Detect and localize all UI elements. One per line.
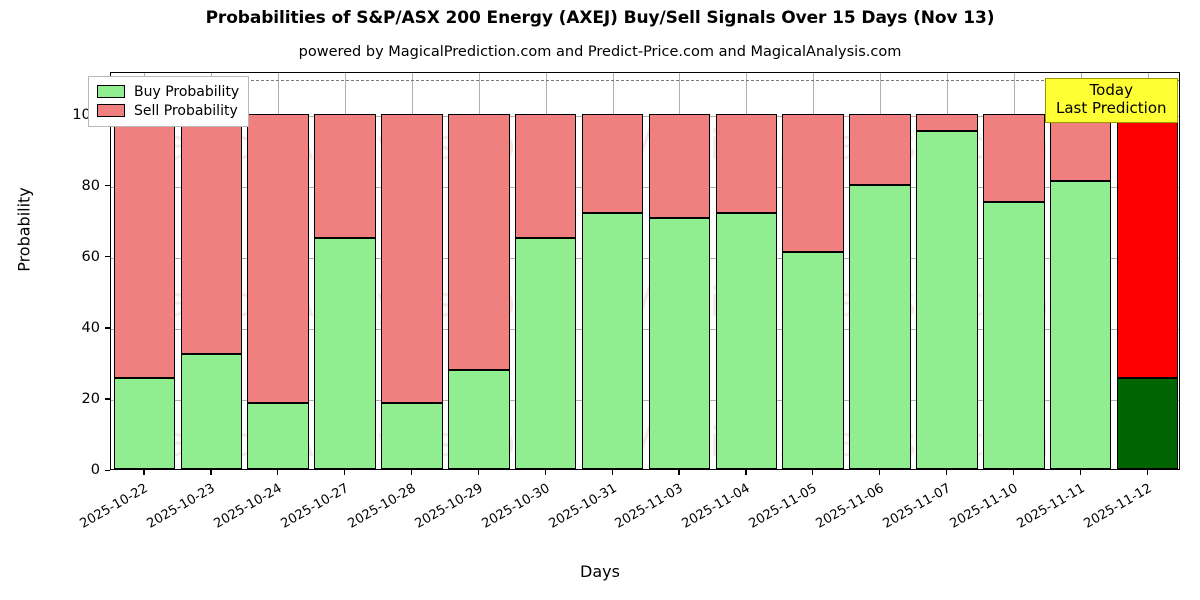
x-axis-tick-mark bbox=[678, 470, 680, 475]
bar-segment-buy[interactable] bbox=[1116, 378, 1179, 469]
x-axis-tick-mark bbox=[611, 470, 613, 475]
bar-segment-sell[interactable] bbox=[180, 113, 243, 354]
bar-group[interactable] bbox=[314, 73, 376, 469]
today-annotation-line1: Today bbox=[1089, 81, 1133, 99]
bar-segment-buy[interactable] bbox=[581, 213, 644, 469]
x-axis-tick-mark bbox=[477, 470, 479, 475]
bar-segment-buy[interactable] bbox=[180, 353, 243, 469]
bar-segment-sell[interactable] bbox=[113, 113, 176, 379]
bar-segment-buy[interactable] bbox=[648, 218, 711, 469]
bar-segment-buy[interactable] bbox=[448, 369, 510, 469]
bar-group[interactable] bbox=[715, 73, 778, 469]
bar-group[interactable] bbox=[448, 73, 510, 469]
bar-group[interactable] bbox=[581, 73, 644, 469]
bar-segment-buy[interactable] bbox=[916, 131, 978, 469]
x-axis-tick-mark bbox=[745, 470, 747, 475]
y-axis-tick-label: 0 bbox=[90, 462, 100, 478]
bar-segment-sell[interactable] bbox=[514, 113, 577, 239]
y-axis-label: Probability bbox=[14, 187, 34, 272]
chart-legend: Buy Probability Sell Probability bbox=[88, 76, 250, 127]
bar-segment-buy[interactable] bbox=[514, 238, 577, 469]
y-axis-tick-mark bbox=[105, 185, 110, 187]
today-annotation-box: Today Last Prediction bbox=[1045, 78, 1178, 124]
x-axis-tick-mark bbox=[879, 470, 881, 475]
x-axis-tick-mark bbox=[1012, 470, 1014, 475]
bar-segment-sell[interactable] bbox=[381, 113, 443, 404]
bar-segment-buy[interactable] bbox=[314, 238, 376, 469]
bar-segment-buy[interactable] bbox=[1049, 181, 1112, 469]
today-annotation-line2: Last Prediction bbox=[1056, 98, 1167, 117]
bar-group[interactable] bbox=[247, 73, 309, 469]
bar-segment-sell[interactable] bbox=[1049, 113, 1112, 182]
bar-group[interactable] bbox=[648, 73, 711, 469]
chart-title: Probabilities of S&P/ASX 200 Energy (AXE… bbox=[205, 8, 995, 28]
bar-group[interactable] bbox=[782, 73, 844, 469]
bar-segment-buy[interactable] bbox=[715, 213, 778, 469]
y-axis-tick-mark bbox=[105, 469, 110, 471]
x-axis-tick-mark bbox=[812, 470, 814, 475]
legend-swatch-icon bbox=[97, 104, 125, 117]
bar-segment-buy[interactable] bbox=[849, 184, 911, 469]
bar-segment-sell[interactable] bbox=[1116, 113, 1179, 379]
bar-group[interactable] bbox=[180, 73, 243, 469]
y-axis-tick-label: 20 bbox=[81, 390, 100, 407]
bar-segment-sell[interactable] bbox=[448, 113, 510, 370]
legend-item[interactable]: Buy Probability bbox=[97, 82, 239, 101]
bar-segment-sell[interactable] bbox=[983, 113, 1045, 203]
chart-subtitle: powered by MagicalPrediction.com and Pre… bbox=[298, 44, 902, 60]
bar-group[interactable] bbox=[849, 73, 911, 469]
legend-swatch-icon bbox=[97, 85, 125, 98]
legend-label: Buy Probability bbox=[134, 83, 240, 100]
bar-segment-sell[interactable] bbox=[715, 113, 778, 214]
y-axis-tick-label: 40 bbox=[81, 319, 100, 336]
bar-segment-buy[interactable] bbox=[782, 252, 844, 469]
bar-segment-sell[interactable] bbox=[849, 113, 911, 185]
bar-group[interactable] bbox=[381, 73, 443, 469]
y-axis-tick-mark bbox=[105, 327, 110, 329]
bar-segment-sell[interactable] bbox=[247, 113, 309, 404]
y-axis-tick-mark bbox=[105, 398, 110, 400]
legend-item[interactable]: Sell Probability bbox=[97, 101, 239, 120]
x-axis-tick-mark bbox=[410, 470, 413, 475]
x-axis-tick-mark bbox=[277, 470, 279, 475]
bar-group[interactable] bbox=[1116, 73, 1179, 469]
bar-segment-sell[interactable] bbox=[648, 113, 711, 219]
y-axis-tick-mark bbox=[105, 256, 110, 258]
x-axis-tick-mark bbox=[945, 470, 948, 475]
bar-group[interactable] bbox=[916, 73, 978, 469]
bar-group[interactable] bbox=[1049, 73, 1112, 469]
x-axis-tick-mark bbox=[1079, 470, 1081, 475]
bar-segment-sell[interactable] bbox=[916, 113, 978, 132]
x-axis-label: Days bbox=[580, 562, 620, 581]
bar-segment-sell[interactable] bbox=[782, 113, 844, 253]
bar-segment-buy[interactable] bbox=[983, 202, 1045, 469]
bar-group[interactable] bbox=[983, 73, 1045, 469]
bar-segment-sell[interactable] bbox=[581, 113, 644, 214]
bar-segment-buy[interactable] bbox=[113, 378, 176, 469]
bar-group[interactable] bbox=[113, 73, 176, 469]
bar-segment-sell[interactable] bbox=[314, 113, 376, 239]
bar-group[interactable] bbox=[514, 73, 577, 469]
y-axis-tick-label: 60 bbox=[81, 248, 100, 265]
x-axis-tick-mark bbox=[1146, 470, 1148, 475]
legend-label: Sell Probability bbox=[134, 102, 238, 119]
bar-segment-buy[interactable] bbox=[381, 403, 443, 469]
bar-segment-buy[interactable] bbox=[247, 403, 309, 469]
plot-area: MagicalAnalysis.comMagicalAnalysis.comMa… bbox=[110, 72, 1180, 470]
x-axis-tick-mark bbox=[344, 470, 346, 475]
y-axis-tick-label: 80 bbox=[81, 177, 100, 194]
x-axis-tick-mark bbox=[544, 470, 546, 475]
x-axis-tick-mark bbox=[210, 470, 212, 475]
x-axis-tick-mark bbox=[143, 470, 145, 475]
